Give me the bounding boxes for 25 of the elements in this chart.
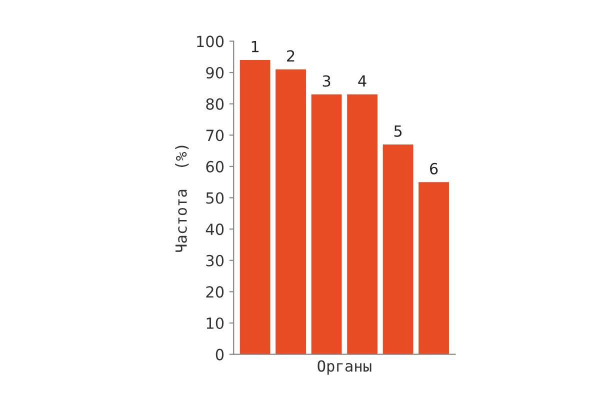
y-tick-label: 90 bbox=[206, 66, 224, 79]
x-tick-label: 4 bbox=[358, 75, 366, 87]
y-tick-label: 50 bbox=[206, 192, 224, 204]
bar bbox=[240, 60, 270, 354]
x-tick-label: 6 bbox=[430, 162, 438, 174]
y-tick-label: 10 bbox=[206, 317, 224, 330]
y-tick-label: 80 bbox=[206, 98, 224, 110]
x-tick-label: 1 bbox=[252, 40, 259, 52]
y-tick-label: 0 bbox=[216, 348, 224, 360]
y-tick-label: 70 bbox=[206, 130, 224, 142]
bar bbox=[276, 69, 306, 354]
x-tick-label: 3 bbox=[322, 75, 330, 87]
y-tick-label: 100 bbox=[197, 36, 224, 48]
y-tick-label: 20 bbox=[206, 286, 224, 298]
x-tick-label: 2 bbox=[287, 50, 294, 62]
y-tick-label: 30 bbox=[206, 254, 224, 266]
bar bbox=[311, 94, 342, 354]
bar bbox=[347, 94, 378, 354]
bar bbox=[418, 182, 449, 354]
y-tick-label: 40 bbox=[206, 224, 224, 236]
y-axis-title: Частота (%) bbox=[175, 146, 189, 252]
x-tick-label: 5 bbox=[394, 126, 402, 137]
x-axis-title: Органы bbox=[318, 360, 372, 375]
bar bbox=[382, 144, 414, 354]
y-tick-label: 60 bbox=[206, 160, 224, 172]
